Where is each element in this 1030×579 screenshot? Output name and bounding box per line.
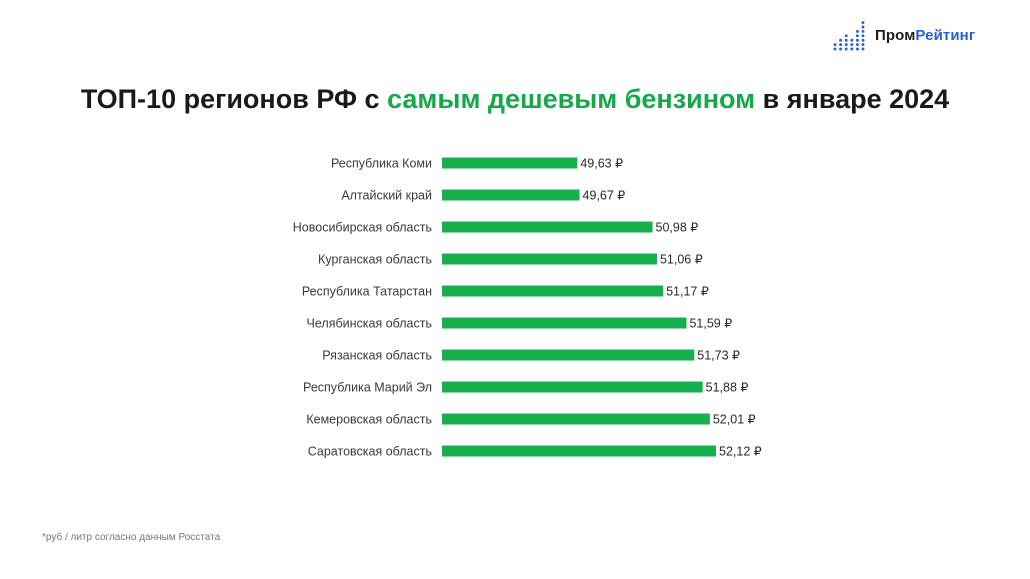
value-label: 49,63 ₽	[580, 157, 623, 171]
title-part1: ТОП-10 регионов РФ с	[80, 84, 388, 114]
category-label: Республика Татарстан	[302, 285, 432, 299]
value-label: 51,88 ₽	[706, 381, 749, 395]
bar	[442, 189, 580, 201]
brand-logo: ПромРейтинг	[832, 18, 975, 52]
value-label: 52,01 ₽	[713, 413, 756, 427]
category-label: Саратовская область	[308, 445, 432, 459]
bar	[442, 349, 695, 361]
category-label: Рязанская область	[322, 349, 432, 363]
bar	[442, 413, 710, 425]
category-label: Новосибирская область	[293, 221, 432, 235]
brand-name: ПромРейтинг	[875, 27, 975, 44]
value-label: 51,59 ₽	[689, 317, 732, 331]
chart-title: ТОП-10 регионов РФ с самым дешевым бензи…	[0, 84, 1030, 115]
bar	[442, 157, 578, 169]
category-label: Республика Марий Эл	[303, 381, 432, 395]
category-label: Республика Коми	[331, 157, 432, 171]
value-label: 49,67 ₽	[583, 189, 626, 203]
bar	[442, 381, 703, 393]
bar	[442, 253, 657, 265]
footnote: *руб / литр согласно данным Росстата	[42, 532, 221, 543]
bar-chart: Республика Коми 49,63 ₽ Алтайский край 49,6…	[293, 157, 762, 459]
bar	[442, 445, 716, 457]
title-part2: в январе 2024	[755, 84, 950, 114]
category-label: Курганская область	[318, 253, 432, 267]
bar	[442, 285, 664, 297]
brand-name-part2: Рейтинг	[915, 26, 976, 44]
value-label: 50,98 ₽	[656, 221, 699, 235]
value-label: 52,12 ₽	[719, 445, 762, 459]
bar-dots-logo-icon	[833, 21, 865, 51]
value-label: 51,73 ₽	[697, 349, 740, 363]
brand-name-part1: Пром	[875, 26, 916, 44]
category-label: Челябинская область	[307, 317, 432, 331]
category-label: Кемеровская область	[306, 413, 432, 427]
value-label: 51,06 ₽	[660, 253, 703, 267]
category-label: Алтайский край	[341, 189, 432, 203]
bar	[442, 221, 653, 233]
value-label: 51,17 ₽	[666, 285, 709, 299]
title-accent: самым дешевым бензином	[387, 84, 756, 114]
bar	[442, 317, 687, 329]
